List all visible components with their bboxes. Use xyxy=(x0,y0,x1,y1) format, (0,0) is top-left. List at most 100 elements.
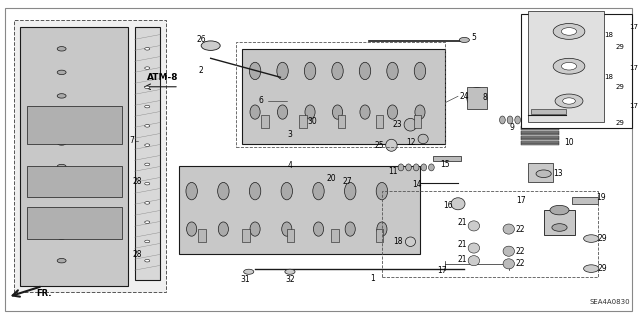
Ellipse shape xyxy=(406,164,412,171)
Ellipse shape xyxy=(250,105,260,119)
Ellipse shape xyxy=(503,259,515,269)
FancyBboxPatch shape xyxy=(528,11,604,122)
Text: 5: 5 xyxy=(472,33,476,42)
Text: 32: 32 xyxy=(285,275,295,284)
FancyBboxPatch shape xyxy=(27,166,122,197)
Ellipse shape xyxy=(507,116,513,124)
FancyBboxPatch shape xyxy=(522,14,632,128)
FancyBboxPatch shape xyxy=(572,197,598,204)
Text: 10: 10 xyxy=(564,137,574,147)
Text: 28: 28 xyxy=(133,250,143,259)
Circle shape xyxy=(57,70,66,75)
Text: 29: 29 xyxy=(597,234,607,243)
Text: 22: 22 xyxy=(515,259,525,268)
Circle shape xyxy=(57,164,66,169)
Circle shape xyxy=(555,94,583,108)
Text: 12: 12 xyxy=(406,137,415,147)
Ellipse shape xyxy=(345,222,355,236)
Text: 29: 29 xyxy=(615,84,624,90)
FancyBboxPatch shape xyxy=(300,115,307,128)
FancyBboxPatch shape xyxy=(179,166,420,254)
Circle shape xyxy=(145,163,150,166)
Ellipse shape xyxy=(522,116,528,124)
FancyBboxPatch shape xyxy=(522,131,559,133)
Circle shape xyxy=(145,259,150,262)
Ellipse shape xyxy=(387,105,397,119)
Ellipse shape xyxy=(468,221,479,231)
FancyBboxPatch shape xyxy=(261,115,269,128)
Circle shape xyxy=(550,205,569,215)
Ellipse shape xyxy=(387,62,398,80)
Circle shape xyxy=(244,269,254,274)
Circle shape xyxy=(57,117,66,122)
Text: 8: 8 xyxy=(483,93,487,102)
Text: 22: 22 xyxy=(515,225,525,234)
Circle shape xyxy=(145,48,150,50)
Circle shape xyxy=(285,269,295,274)
Text: SEA4A0830: SEA4A0830 xyxy=(590,299,630,305)
Ellipse shape xyxy=(415,105,425,119)
Ellipse shape xyxy=(187,222,196,236)
Text: 4: 4 xyxy=(287,161,292,170)
Ellipse shape xyxy=(313,182,324,200)
Circle shape xyxy=(145,144,150,146)
FancyBboxPatch shape xyxy=(287,229,294,242)
Circle shape xyxy=(536,170,551,178)
Ellipse shape xyxy=(250,222,260,236)
FancyBboxPatch shape xyxy=(522,128,559,130)
FancyBboxPatch shape xyxy=(14,20,166,292)
Ellipse shape xyxy=(405,237,415,247)
Text: 21: 21 xyxy=(457,218,467,227)
Text: 18: 18 xyxy=(604,74,614,80)
Ellipse shape xyxy=(186,182,197,200)
Circle shape xyxy=(57,211,66,216)
Ellipse shape xyxy=(360,105,370,119)
Ellipse shape xyxy=(451,198,465,210)
FancyBboxPatch shape xyxy=(331,229,339,242)
FancyBboxPatch shape xyxy=(20,27,128,286)
Circle shape xyxy=(552,224,567,231)
Circle shape xyxy=(145,67,150,69)
Ellipse shape xyxy=(467,87,487,108)
Circle shape xyxy=(145,182,150,185)
Circle shape xyxy=(145,240,150,243)
Text: 13: 13 xyxy=(554,169,563,178)
Ellipse shape xyxy=(500,116,505,124)
FancyBboxPatch shape xyxy=(522,143,559,145)
Ellipse shape xyxy=(398,164,404,171)
Text: 30: 30 xyxy=(307,117,317,126)
Text: 1: 1 xyxy=(370,274,375,283)
Text: 31: 31 xyxy=(241,275,250,284)
Text: 11: 11 xyxy=(388,167,397,176)
Text: 29: 29 xyxy=(615,44,624,50)
Circle shape xyxy=(563,98,575,104)
Ellipse shape xyxy=(281,182,292,200)
Text: 21: 21 xyxy=(457,255,467,263)
Circle shape xyxy=(57,47,66,51)
FancyBboxPatch shape xyxy=(522,141,559,143)
FancyBboxPatch shape xyxy=(134,27,160,280)
FancyBboxPatch shape xyxy=(413,115,421,128)
Text: 21: 21 xyxy=(457,241,467,249)
Ellipse shape xyxy=(359,62,371,80)
Circle shape xyxy=(57,141,66,145)
FancyBboxPatch shape xyxy=(337,115,345,128)
FancyBboxPatch shape xyxy=(243,49,445,144)
Ellipse shape xyxy=(468,243,479,253)
Circle shape xyxy=(145,105,150,108)
Ellipse shape xyxy=(344,182,356,200)
Text: 3: 3 xyxy=(287,130,292,139)
Text: 23: 23 xyxy=(393,120,403,129)
Text: 25: 25 xyxy=(374,141,384,150)
FancyBboxPatch shape xyxy=(376,229,383,242)
FancyBboxPatch shape xyxy=(522,138,559,140)
Ellipse shape xyxy=(218,182,229,200)
Circle shape xyxy=(584,235,599,242)
FancyBboxPatch shape xyxy=(27,207,122,239)
FancyBboxPatch shape xyxy=(543,210,575,235)
Ellipse shape xyxy=(332,62,343,80)
FancyBboxPatch shape xyxy=(198,229,205,242)
Ellipse shape xyxy=(376,182,388,200)
Ellipse shape xyxy=(218,222,228,236)
Text: 29: 29 xyxy=(615,120,624,126)
